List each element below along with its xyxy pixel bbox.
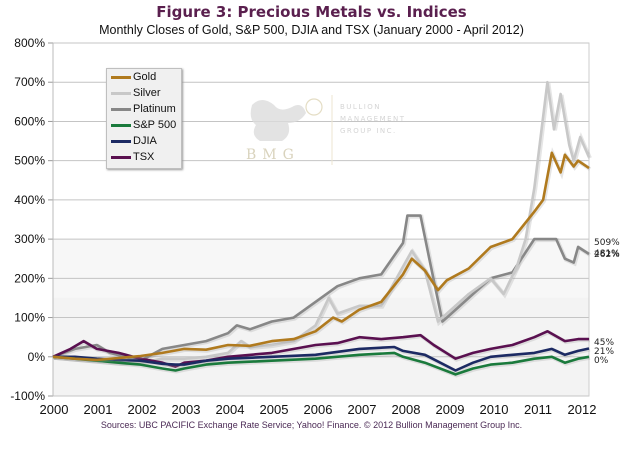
- legend: Gold Silver Platinum S&P 500 DJIA TSX: [106, 68, 182, 169]
- x-tick-label: 2012: [568, 402, 597, 417]
- x-tick-label: 2004: [216, 402, 245, 417]
- source-note: Sources: UBC PACIFIC Exchange Rate Servi…: [100, 420, 523, 430]
- end-label-platinum: 262%: [594, 250, 620, 260]
- y-tick-label: 600%: [14, 114, 45, 128]
- end-label-silver: 509%: [594, 238, 620, 248]
- x-tick-label: 2011: [524, 402, 552, 417]
- end-label-gold: 481%: [594, 249, 620, 259]
- y-tick-label: 200%: [14, 271, 45, 285]
- series-lines: [52, 80, 592, 378]
- watermark-line-2: MANAGEMENT: [340, 115, 406, 123]
- legend-label: S&P 500: [133, 119, 177, 131]
- x-tick-label: 2007: [348, 402, 377, 417]
- watermark-line-1: BULLION: [340, 103, 381, 111]
- legend-item: DJIA: [107, 133, 181, 149]
- y-tick-label: -100%: [10, 389, 45, 403]
- legend-swatch: [111, 139, 131, 143]
- griffin-logo-icon: [250, 100, 306, 141]
- series-line-gold: [52, 151, 590, 362]
- x-tick-label: 2005: [260, 402, 289, 417]
- y-tick-label: 300%: [14, 232, 45, 246]
- legend-swatch: [111, 75, 131, 79]
- legend-item: Platinum: [107, 101, 181, 117]
- legend-item: Gold: [107, 69, 181, 85]
- axes: [52, 43, 590, 396]
- chart-subtitle: Monthly Closes of Gold, S&P 500, DJIA an…: [99, 23, 524, 37]
- legend-swatch: [111, 155, 131, 159]
- tick-labels: -100% 0% 100% 200% 300% 400% 500% 600% 700% 800% 2…: [10, 36, 596, 417]
- legend-swatch: [111, 91, 131, 95]
- x-tick-label: 2010: [480, 402, 509, 417]
- series-line-platinum: [52, 214, 590, 363]
- end-labels: 481%509% 262% 0%21%45%: [594, 238, 620, 366]
- x-tick-label: 2000: [40, 402, 69, 417]
- legend-label: Silver: [133, 87, 161, 99]
- y-tick-label: 500%: [14, 154, 45, 168]
- legend-swatch: [111, 107, 131, 111]
- x-tick-label: 2003: [172, 402, 201, 417]
- end-label-tsx: 45%: [594, 338, 614, 348]
- end-label-djia: 21%: [594, 347, 614, 357]
- legend-label: Platinum: [133, 103, 176, 115]
- y-tick-label: 400%: [14, 193, 45, 207]
- x-tick-label: 2006: [304, 402, 333, 417]
- legend-label: DJIA: [133, 135, 157, 147]
- series-line-s-p-500: [52, 351, 590, 376]
- legend-label: TSX: [133, 151, 155, 163]
- y-tick-label: 0%: [28, 350, 46, 364]
- x-tick-label: 2002: [128, 402, 157, 417]
- legend-label: Gold: [133, 71, 157, 83]
- chart-title: Figure 3: Precious Metals vs. Indices: [156, 3, 467, 21]
- y-tick-label: 800%: [14, 36, 45, 50]
- x-tick-label: 2008: [392, 402, 421, 417]
- end-label-s-p-500: 0%: [594, 356, 609, 366]
- y-tick-label: 100%: [14, 311, 45, 325]
- x-tick-label: 2001: [84, 402, 113, 417]
- y-tick-label: 700%: [14, 75, 45, 89]
- series-line-djia: [53, 345, 590, 372]
- x-tick-label: 2009: [436, 402, 465, 417]
- watermark-line-3: GROUP INC.: [340, 127, 397, 135]
- legend-item: Silver: [107, 85, 181, 101]
- watermark-initials: BMG: [246, 147, 300, 163]
- legend-item: S&P 500: [107, 117, 181, 133]
- bmg-watermark: BMG BULLION MANAGEMENT GROUP INC.: [246, 95, 406, 165]
- legend-swatch: [111, 123, 131, 127]
- legend-item: TSX: [107, 149, 181, 165]
